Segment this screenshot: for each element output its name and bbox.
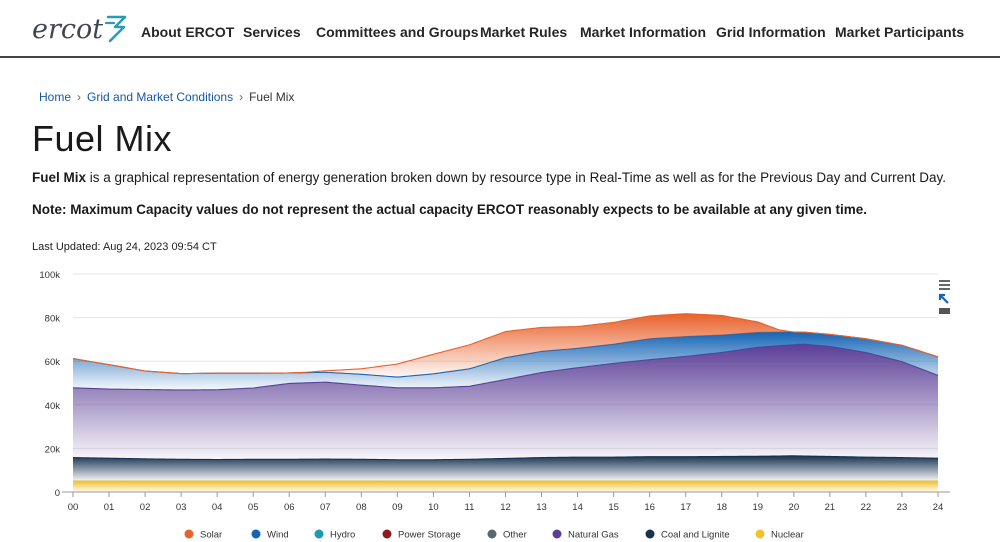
- legend-label: Nuclear: [771, 530, 804, 541]
- breadcrumb-current: Fuel Mix: [249, 90, 295, 104]
- line-natural-gas: [72, 343, 939, 391]
- legend-item-coal-and-lignite[interactable]: Coal and Lignite: [645, 529, 730, 541]
- x-tick-label: 23: [897, 502, 908, 513]
- legend-item-wind[interactable]: Wind: [251, 529, 289, 541]
- legend-swatch: [314, 529, 324, 539]
- legend-label: Wind: [267, 530, 289, 541]
- x-tick-label: 16: [644, 502, 655, 513]
- x-tick-label: 03: [176, 502, 187, 513]
- x-tick-label: 22: [861, 502, 872, 513]
- description-text: is a graphical representation of energy …: [86, 170, 946, 185]
- x-tick-label: 05: [248, 502, 259, 513]
- y-tick-label: 100k: [39, 270, 60, 281]
- x-tick-label: 01: [104, 502, 115, 513]
- y-tick-label: 20k: [45, 444, 61, 455]
- legend-item-solar[interactable]: Solar: [184, 529, 223, 541]
- x-tick-label: 18: [716, 502, 727, 513]
- hamburger-menu-icon: [938, 280, 950, 314]
- site-header: ercot About ERCOT Services Committees an…: [0, 0, 1000, 58]
- x-tick-label: 09: [392, 502, 403, 513]
- legend-swatch: [645, 529, 655, 539]
- area-natural-gas[interactable]: [73, 344, 938, 460]
- area-coal-and-lignite[interactable]: [73, 455, 938, 482]
- area-nuclear[interactable]: [73, 481, 938, 492]
- legend-label: Hydro: [330, 530, 355, 541]
- x-tick-label: 02: [140, 502, 151, 513]
- fuel-mix-chart: 0 20k 40k 60k 80k 100k 00 01 02 03 04 05 06 07 08 09 10 1…: [39, 270, 950, 541]
- x-tick-label: 10: [428, 502, 439, 513]
- x-tick-label: 15: [608, 502, 619, 513]
- x-tick-label: 04: [212, 502, 223, 513]
- y-tick-label: 80k: [45, 314, 61, 325]
- nav-committees-and-groups[interactable]: Committees and Groups: [316, 24, 479, 40]
- page-description: Fuel Mix is a graphical representation o…: [32, 170, 946, 185]
- legend-label: Power Storage: [398, 530, 461, 541]
- legend-swatch: [487, 529, 497, 539]
- x-tick-label: 20: [789, 502, 800, 513]
- legend-label: Natural Gas: [568, 530, 619, 541]
- nav-grid-information[interactable]: Grid Information: [716, 24, 826, 40]
- y-tick-label: 40k: [45, 401, 61, 412]
- legend-label: Solar: [200, 530, 222, 541]
- nav-market-rules[interactable]: Market Rules: [480, 24, 568, 40]
- lightning-bolt-icon: [105, 15, 127, 43]
- x-tick-label: 19: [753, 502, 764, 513]
- legend-item-hydro[interactable]: Hydro: [314, 529, 356, 541]
- breadcrumb-home[interactable]: Home: [39, 90, 72, 104]
- x-tick-label: 13: [536, 502, 547, 513]
- area-wind[interactable]: [73, 331, 938, 390]
- legend-item-power-storage[interactable]: Power Storage: [382, 529, 461, 541]
- chevron-right-icon: ›: [77, 90, 82, 104]
- y-tick-label: 60k: [45, 357, 61, 368]
- x-tick-label: 14: [572, 502, 583, 513]
- legend-swatch: [755, 529, 765, 539]
- legend-item-other[interactable]: Other: [487, 529, 527, 541]
- breadcrumb-grid-and-market-conditions[interactable]: Grid and Market Conditions: [87, 90, 234, 104]
- x-tick-label: 21: [825, 502, 836, 513]
- x-tick-label: 24: [933, 502, 944, 513]
- nav-market-information[interactable]: Market Information: [580, 24, 707, 40]
- chart-menu-button[interactable]: [936, 278, 952, 318]
- legend-swatch: [251, 529, 261, 539]
- capacity-note: Note: Maximum Capacity values do not rep…: [32, 202, 868, 217]
- legend-item-nuclear[interactable]: Nuclear: [755, 529, 804, 541]
- breadcrumb: Home › Grid and Market Conditions › Fuel Mix: [39, 90, 294, 104]
- area-solar[interactable]: [73, 313, 938, 378]
- x-tick-label: 00: [68, 502, 79, 513]
- description-bold-term: Fuel Mix: [32, 170, 87, 185]
- x-tick-label: 08: [356, 502, 367, 513]
- x-tick-label: 12: [500, 502, 511, 513]
- logo-text: ercot: [32, 13, 104, 45]
- nav-about-ercot[interactable]: About ERCOT: [141, 24, 235, 40]
- nav-market-participants[interactable]: Market Participants: [835, 24, 965, 40]
- y-tick-label: 0: [55, 488, 60, 499]
- legend-label: Other: [503, 530, 527, 541]
- x-tick-label: 07: [320, 502, 331, 513]
- chevron-right-icon: ›: [239, 90, 244, 104]
- ercot-logo[interactable]: ercot: [32, 12, 130, 46]
- x-tick-label: 17: [680, 502, 691, 513]
- line-solar: [72, 313, 939, 375]
- page-title: Fuel Mix: [32, 118, 173, 159]
- legend-swatch: [552, 529, 562, 539]
- legend-swatch: [382, 529, 392, 539]
- legend-label: Coal and Lignite: [661, 530, 730, 541]
- last-updated: Last Updated: Aug 24, 2023 09:54 CT: [32, 241, 217, 253]
- x-tick-label: 11: [465, 502, 475, 513]
- legend-item-natural-gas[interactable]: Natural Gas: [552, 529, 619, 541]
- legend-swatch: [184, 529, 194, 539]
- x-tick-label: 06: [284, 502, 295, 513]
- nav-services[interactable]: Services: [243, 24, 301, 40]
